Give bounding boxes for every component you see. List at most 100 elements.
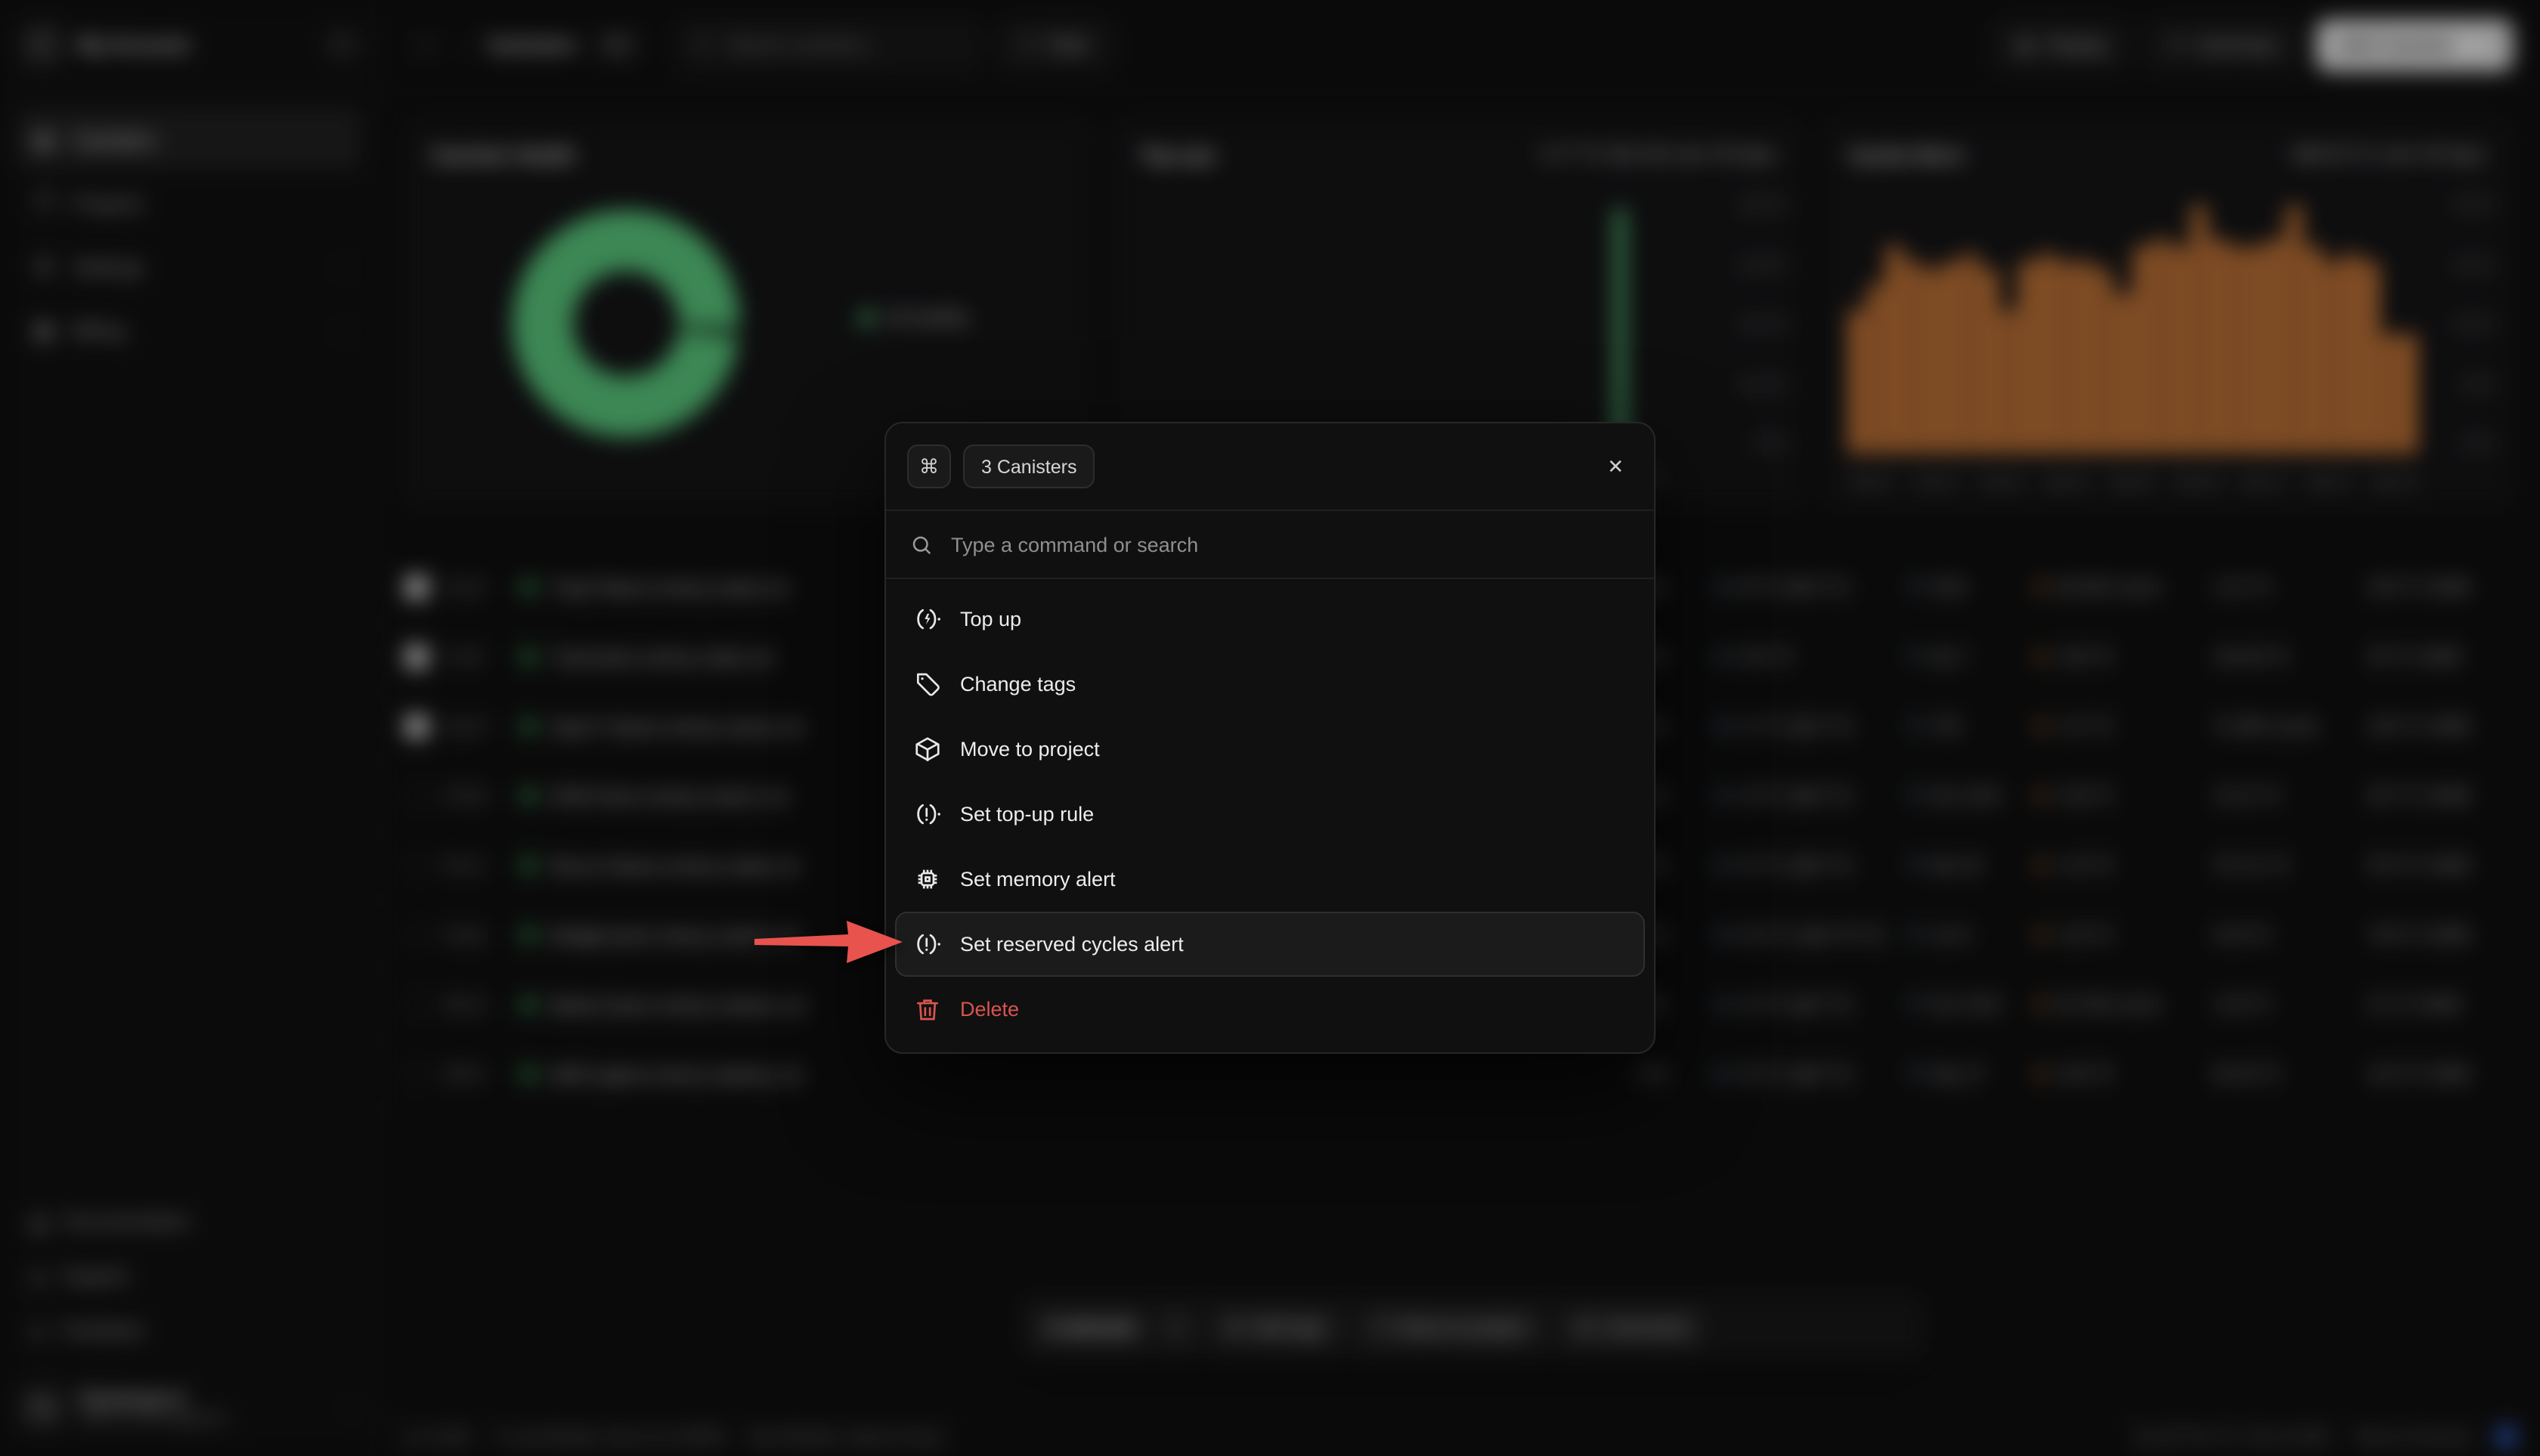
command-button[interactable]: ⌘ Command [1558,1306,1705,1349]
table-row[interactable]: 6df13 6df13 gteee omeny oweeny cst ◌ FRL ◈ 3.… [378,1040,2540,1110]
topups-y-axis: 0.8 TC 0.6 TC 0.4 TC 0.2 TC 0 TC [1740,198,1786,454]
burn-bar [2154,239,2169,454]
burn-bar [2343,254,2359,454]
row-checkbox[interactable] [405,854,428,877]
canister-name[interactable]: 6df13 gteee omeny oweeny cst [550,1064,802,1085]
add-canister-caret[interactable]: ▾ [2475,19,2513,70]
y-tick-label: 0 TC [1753,437,1786,454]
caret-down-icon[interactable]: ▾ [1158,1306,1195,1349]
col-value: 748 TC 53MB [2368,926,2470,944]
chevron-right-icon: › [348,1396,355,1420]
support-icon: ◎ [30,1266,47,1287]
canister-name[interactable]: Trad lynee omeny oseta cst [550,646,773,668]
row-col: ◈ 1.6 TC (@4 TC) [1714,996,1893,1014]
command-item-set-reserved-cycles-alert[interactable]: Set reserved cycles alert [895,912,1645,977]
tag-icon [912,669,942,699]
row-checkbox[interactable] [405,646,428,668]
canister-search[interactable] [677,19,980,70]
command-item-label: Top up [960,608,1022,630]
row-checkbox[interactable] [405,785,428,807]
col-value: 3.2 TC (@8 TC) [1735,857,1854,875]
battery-alert-icon [912,799,942,829]
canister-name[interactable]: Syan7 rhyece omeny oseca cst [550,716,803,737]
sidebar-item-label: Projects [73,191,144,214]
sidebar-footer-links: ▤ Documentation ◎ Support ➤ Feedback [0,1184,376,1368]
search-input[interactable] [723,33,963,57]
burn-bar [1944,262,1959,454]
burn-bar [2096,269,2111,454]
row-checkbox[interactable] [405,715,428,738]
command-item-move-to-project[interactable]: Move to project [895,717,1645,782]
card-title: Cycles Burn [1849,144,1964,166]
ic-logo-icon[interactable] [2496,1427,2516,1447]
sidebar-link-support[interactable]: ◎ Support [15,1250,361,1302]
canister-name[interactable]: Betera fyece omeny oneece cst [550,994,805,1015]
display-button[interactable]: ▤ Display [1992,19,2131,70]
command-item-set-top-up-rule[interactable]: Set top-up rule [895,782,1645,847]
command-input[interactable] [948,531,1630,557]
sidebar-item-projects[interactable]: ❐ Projects [15,172,361,233]
selected-count-chip[interactable]: 3 selected [1031,1306,1150,1349]
burn-bar [2287,206,2302,454]
user-menu[interactable]: Pa Pashampa 9 offline.chornu@gmai... › [0,1368,376,1447]
command-key-icon: ⌘ [907,445,951,488]
canister-name[interactable]: Traq7 fleece omeny oseta cst [550,577,788,598]
sidebar-item-billing[interactable]: ▦ Billing › [15,299,361,360]
sidebar-link-documentation[interactable]: ▤ Documentation [15,1196,361,1247]
sidebar-item-label: Settings [73,255,144,277]
command-item-top-up[interactable]: Top up [895,587,1645,652]
col-icon: ❄ [1908,718,1921,735]
row-col: 246 TC 53MB [2368,578,2513,596]
account-switcher[interactable]: P My Account [0,0,376,91]
filter-button[interactable]: ▽ Filter [997,19,1113,70]
row-tag: Recvr [443,857,487,875]
button-label: Command [1603,1317,1687,1338]
canister-name[interactable]: Reccn fneece omeny oseta cst [550,855,799,876]
col-value: 3.05 TC [1735,648,1795,666]
row-col: ◈ 1.8 TC (@8 TC) [1714,787,1893,805]
sidebar-item-settings[interactable]: ⚙ Settings › [15,236,361,296]
status-item[interactable]: Terms of Service [2353,1428,2472,1446]
command-item-delete[interactable]: Delete [895,977,1645,1042]
home-icon[interactable]: ⌂ [417,32,432,57]
health-legend: All healthy [860,307,970,328]
sidebar-link-feedback[interactable]: ➤ Feedback [15,1305,361,1356]
add-canister-button[interactable]: Add Canister [2315,19,2476,70]
row-col: 9.63 TC [2213,926,2353,944]
col-value: 3.38 TC [2055,787,2115,805]
topups-total: 0.77 TC ($1.04) over 30 days [1541,144,1776,165]
col-icon: ◆ [2035,579,2047,596]
button-label: Add tags [1252,1317,1324,1338]
collapse-sidebar-icon[interactable] [331,35,355,54]
annotation-arrow [754,921,903,963]
battery-bolt-icon [912,604,942,634]
sidebar-item-canisters[interactable]: ▣ Canisters [15,109,361,169]
x-tick-label: Feb 26 [1980,475,2023,490]
canister-name[interactable]: 87b9 rhece omeny omecs cst [550,785,788,807]
row-col: ◈ 0.22 TC (@0.78 TC) [1714,926,1893,944]
move-to-project-button[interactable]: ❒ Move to project [1357,1306,1544,1349]
row-col: ◈ 3.8 TC (@8 TC) [1714,1065,1893,1083]
row-checkbox[interactable] [405,924,428,946]
command-item-change-tags[interactable]: Change tags [895,652,1645,717]
summary-button[interactable]: ✦ Summary [2145,19,2301,70]
col-icon: ◆ [2035,1066,2047,1083]
x-tick-label: Feb 23 [1914,475,1957,490]
status-item[interactable]: $1.437 Per TC / $1.34 XDR [2136,1428,2330,1446]
row-checkbox[interactable] [405,576,428,599]
breadcrumb[interactable]: Canisters [487,33,578,56]
burn-bar [2134,246,2149,454]
row-checkbox[interactable] [405,993,428,1016]
command-item-label: Move to project [960,738,1100,761]
add-tags-button[interactable]: ✚ Add tags [1210,1306,1343,1349]
close-icon[interactable]: ✕ [1607,454,1624,477]
burn-bar [1906,262,1921,454]
col-value: 9.63 TC [2213,926,2272,944]
command-icon: ⌘ [1576,1319,1594,1337]
row-checkbox[interactable] [405,1063,428,1086]
command-item-set-memory-alert[interactable]: Set memory alert [895,847,1645,912]
burn-bar [2363,262,2378,454]
search-icon [912,535,931,554]
health-donut-chart [513,210,739,437]
